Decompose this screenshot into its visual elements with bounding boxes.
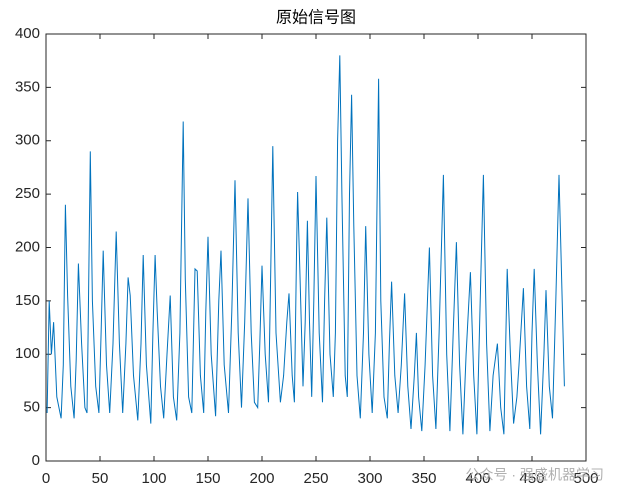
x-tick-label: 500 xyxy=(573,470,598,487)
y-tick-label: 150 xyxy=(15,292,40,309)
plot-frame xyxy=(45,33,587,462)
chart-title: 原始信号图 xyxy=(276,8,356,27)
x-tick-label: 350 xyxy=(411,470,436,487)
y-tick-label: 200 xyxy=(15,238,40,255)
y-tick-label: 300 xyxy=(15,132,40,149)
x-tick-label: 400 xyxy=(465,470,490,487)
x-tick-label: 50 xyxy=(92,470,109,487)
x-tick-label: 150 xyxy=(195,470,220,487)
y-tick-label: 400 xyxy=(15,25,40,42)
y-tick-label: 350 xyxy=(15,78,40,95)
x-tick-label: 0 xyxy=(42,470,50,487)
x-tick-label: 300 xyxy=(357,470,382,487)
x-tick-label: 200 xyxy=(249,470,274,487)
signal-line xyxy=(46,55,565,435)
y-tick-label: 100 xyxy=(15,345,40,362)
x-tick-label: 250 xyxy=(303,470,328,487)
x-tick-label: 100 xyxy=(141,470,166,487)
y-tick-label: 250 xyxy=(15,185,40,202)
watermark: 公众号 · 强盛机器学习 xyxy=(466,467,604,483)
y-tick-label: 50 xyxy=(23,399,40,416)
x-tick-label: 450 xyxy=(519,470,544,487)
y-tick-label: 0 xyxy=(32,452,40,469)
